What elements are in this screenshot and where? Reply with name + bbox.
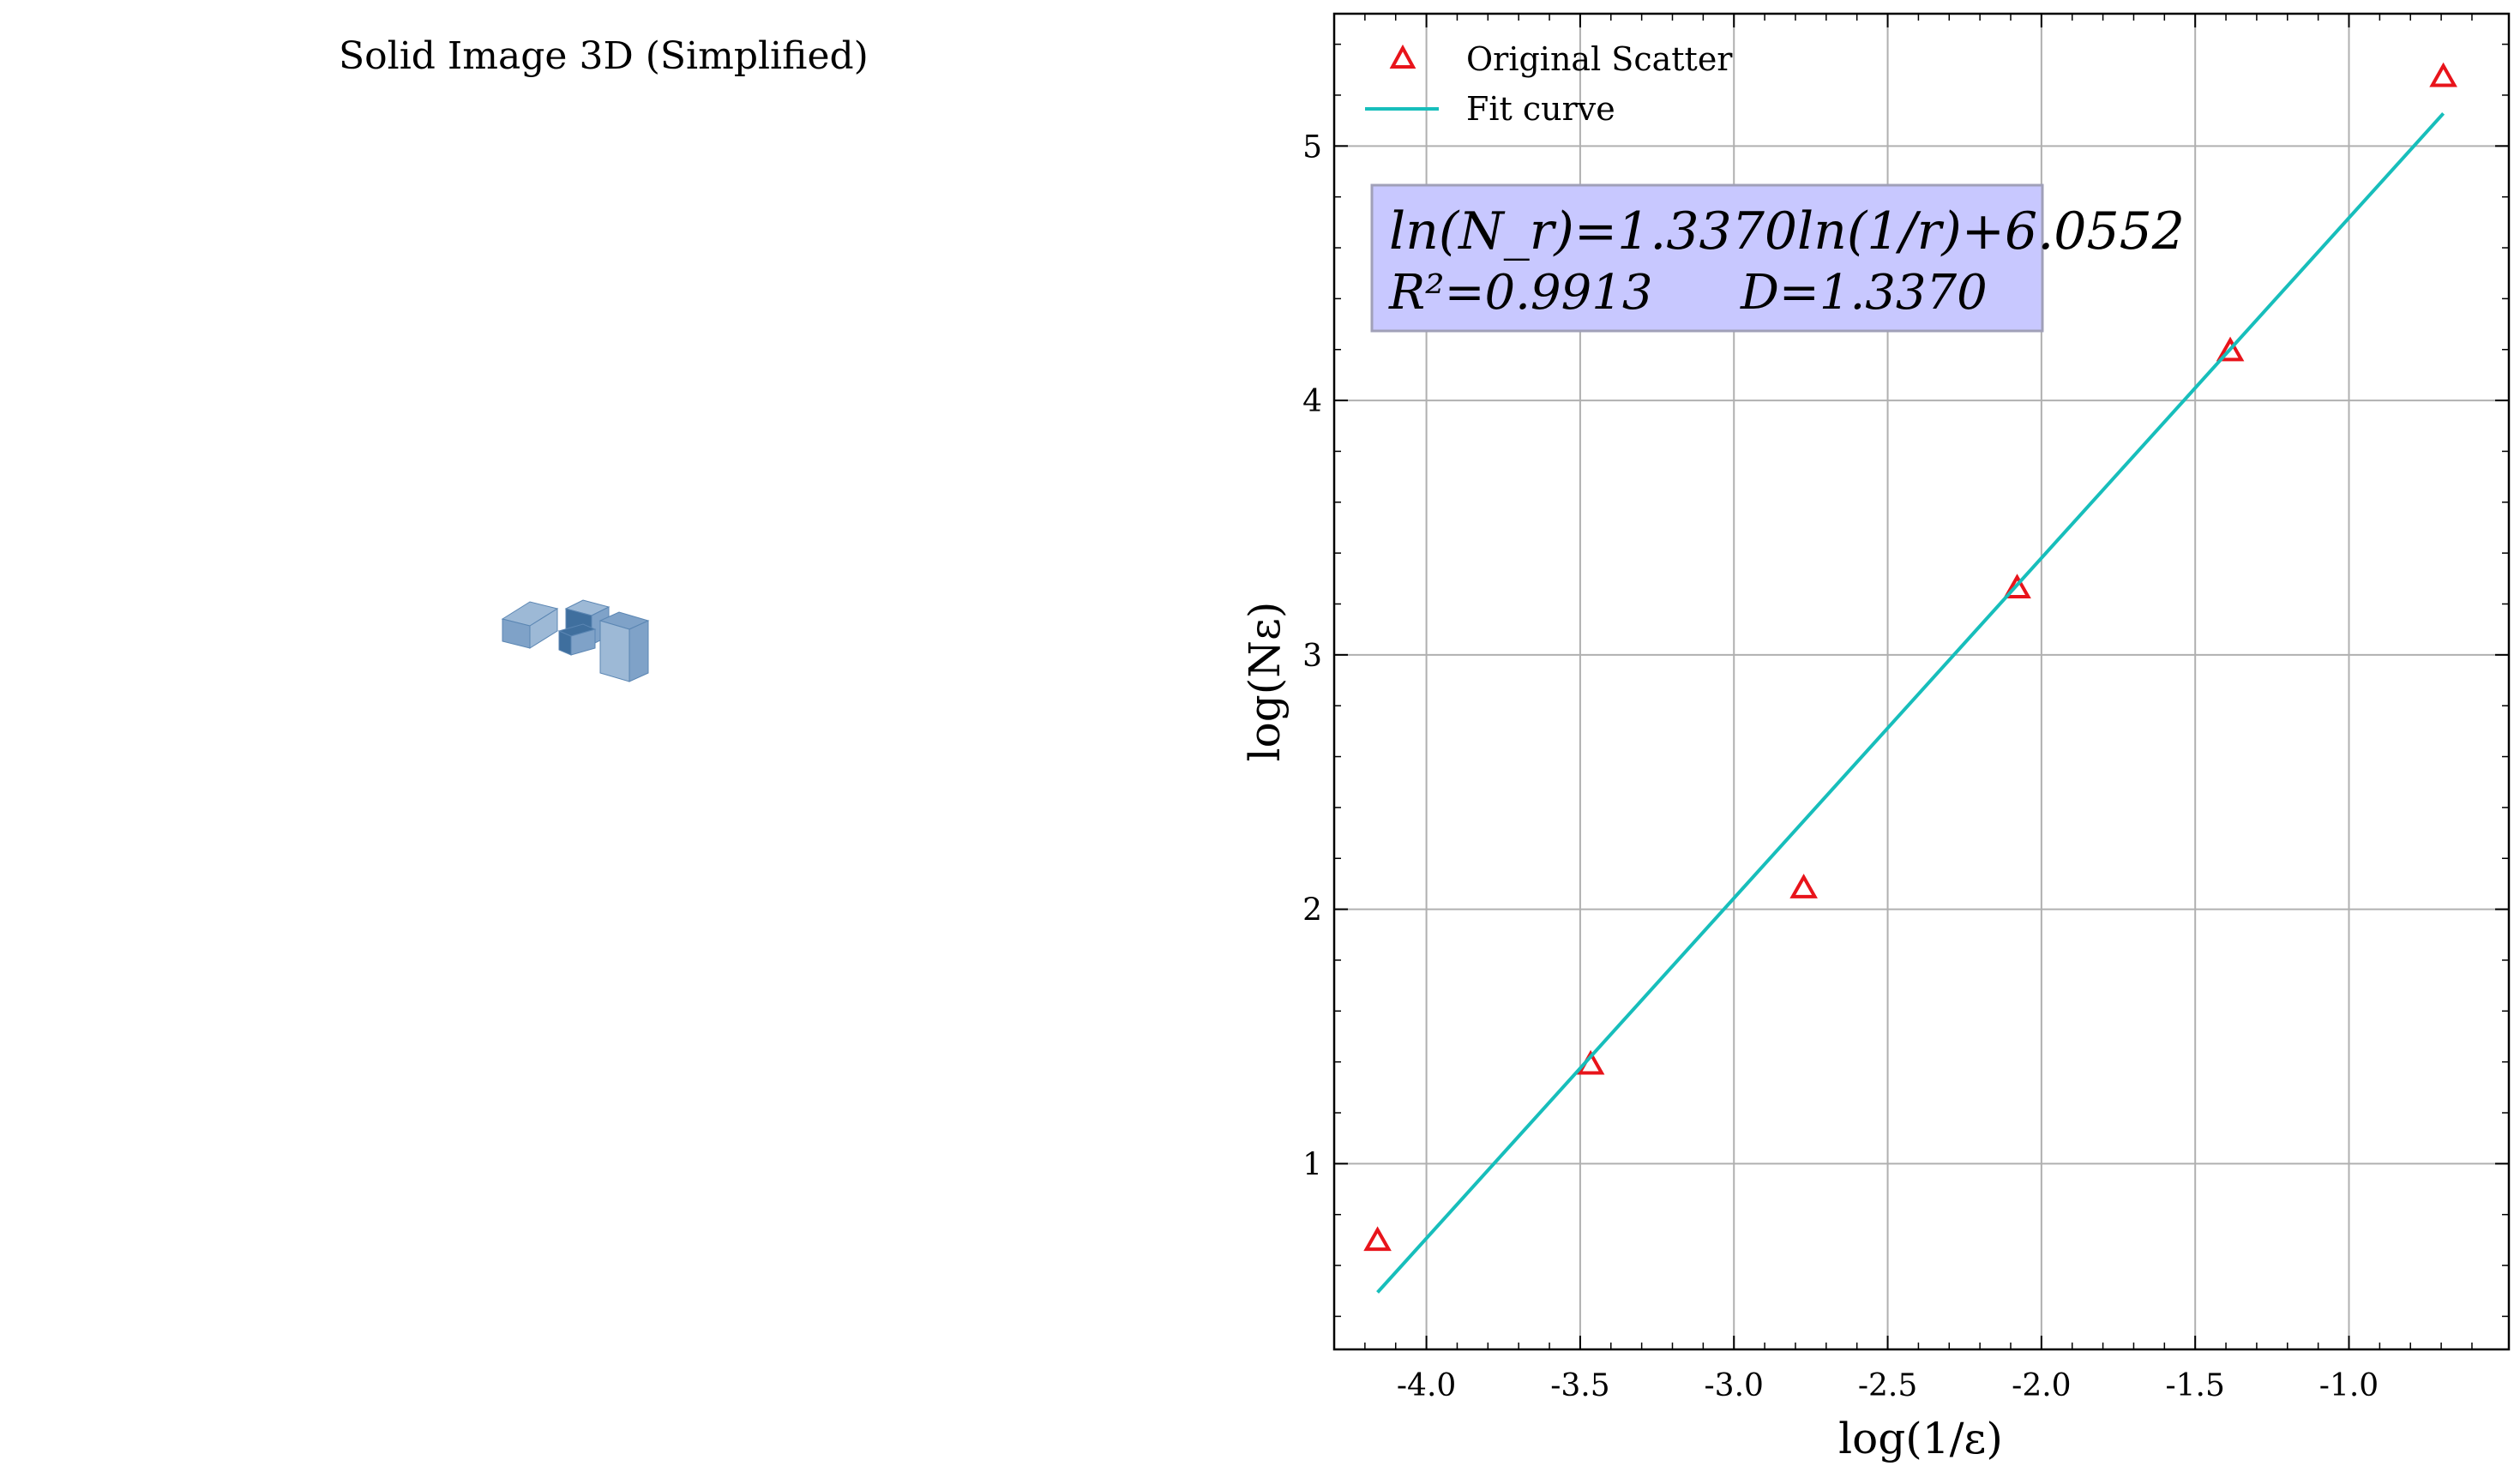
series-layer	[1363, 62, 2457, 1294]
scatter-point	[1789, 874, 1818, 898]
grid	[1334, 14, 2509, 1349]
x-tick-label: -3.5	[1550, 1368, 1609, 1403]
y-tick-label: 3	[1302, 639, 1322, 674]
voxel-face	[570, 628, 596, 656]
legend-marker-original-scatter	[1389, 44, 1416, 69]
y-axis-label: log(Nε)	[1240, 602, 1290, 762]
voxel-face	[529, 608, 558, 649]
left-panel-title: Solid Image 3D (Simplified)	[339, 34, 869, 78]
y-tick-label: 1	[1302, 1147, 1322, 1182]
x-tick-label: -4.0	[1397, 1368, 1456, 1403]
voxel-3d-render	[501, 599, 650, 682]
annotation-r2: R²=0.9913	[1388, 265, 1652, 321]
x-tick-label: -1.5	[2165, 1368, 2224, 1403]
scatter-point	[2429, 62, 2457, 87]
x-tick-label: -3.0	[1705, 1368, 1764, 1403]
fit-curve-line	[1376, 111, 2445, 1294]
annotation-box: ln(N_r)=1.3370ln(1/r)+6.0552 R²=0.9913 D…	[1370, 183, 2185, 333]
x-tick-label: -1.0	[2319, 1368, 2379, 1403]
annotation-background	[1370, 183, 2044, 333]
scatter-point	[2003, 574, 2031, 598]
x-tick-label: -2.0	[2012, 1368, 2071, 1403]
annotation-equation: ln(N_r)=1.3370ln(1/r)+6.0552	[1389, 201, 2185, 261]
y-tick-label: 5	[1302, 129, 1322, 165]
y-tick-label: 2	[1302, 893, 1322, 928]
annotation-dimension: D=1.3370	[1740, 265, 1988, 321]
legend-label-original-scatter: Original Scatter	[1466, 40, 1733, 78]
legend-label-fit-curve: Fit curve	[1466, 90, 1615, 128]
legend: Original Scatter Fit curve	[1365, 40, 1733, 128]
plot-frame	[1332, 12, 2511, 1351]
y-tick-label: 4	[1302, 384, 1322, 419]
voxel-blocks	[501, 599, 650, 682]
scatter-point	[1363, 1226, 1392, 1252]
ticks: -4.0 -3.5 -3.0 -2.5 -2.0 -1.5 -1.0 1 2 3 4 5	[1302, 14, 2509, 1403]
x-axis-label: log(1/ε)	[1838, 1414, 2003, 1463]
scatter-point	[2216, 336, 2245, 362]
x-tick-label: -2.5	[1858, 1368, 1917, 1403]
voxel-face	[628, 620, 649, 682]
